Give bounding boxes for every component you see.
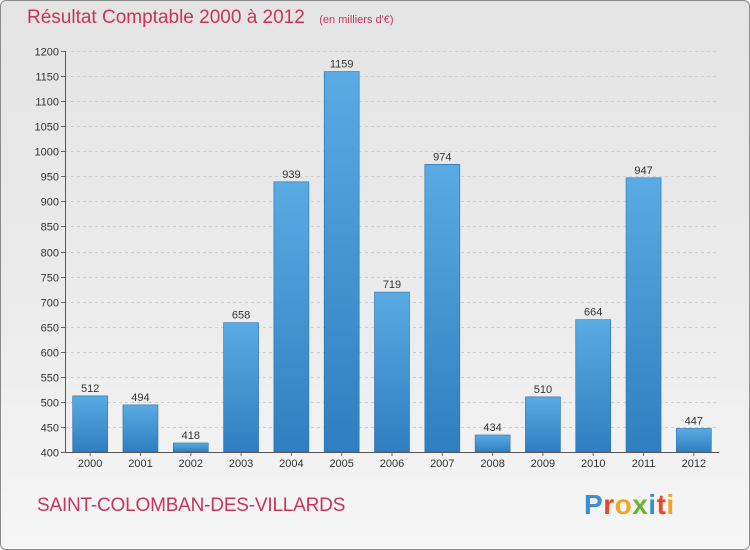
title-row: Résultat Comptable 2000 à 2012 (en milli… bbox=[27, 7, 394, 29]
y-tick-label: 850 bbox=[41, 222, 59, 234]
x-tick-label: 2000 bbox=[78, 458, 102, 470]
y-tick-label: 400 bbox=[41, 448, 59, 460]
bar bbox=[323, 71, 360, 453]
x-tick-label: 2001 bbox=[128, 458, 152, 470]
bar-value-label: 658 bbox=[232, 310, 250, 322]
bar bbox=[474, 434, 511, 453]
y-tick-label: 1100 bbox=[35, 97, 59, 109]
logo-letter: o bbox=[614, 489, 633, 520]
y-tick-label: 800 bbox=[41, 248, 59, 260]
bar bbox=[575, 319, 612, 453]
logo-letter: P bbox=[584, 489, 604, 520]
bar-value-label: 512 bbox=[81, 383, 99, 395]
bar-value-label: 494 bbox=[131, 392, 149, 404]
y-tick-label: 700 bbox=[41, 298, 59, 310]
logo-letter: i bbox=[648, 489, 657, 520]
y-tick-label: 550 bbox=[41, 373, 59, 385]
y-tick-label: 1150 bbox=[35, 72, 59, 84]
bars: 512 494 418 658 939 1159 719 974 434 510 664 947 447 bbox=[72, 59, 712, 453]
y-tick-label: 1200 bbox=[35, 47, 59, 59]
y-tick-label: 1050 bbox=[35, 122, 59, 134]
x-tick-label: 2008 bbox=[480, 458, 504, 470]
y-tick-label: 1000 bbox=[35, 147, 59, 159]
bar bbox=[172, 442, 209, 453]
commune-name: SAINT-COLOMBAN-DES-VILLARDS bbox=[37, 495, 346, 516]
bar bbox=[223, 322, 259, 453]
chart-subtitle: (en milliers d'€) bbox=[319, 14, 394, 26]
bar bbox=[625, 177, 662, 453]
x-tick-label: 2007 bbox=[430, 458, 454, 470]
x-tick-label: 2006 bbox=[380, 458, 404, 470]
logo-letter: i bbox=[666, 489, 675, 520]
bar bbox=[273, 181, 310, 453]
y-tick-label: 500 bbox=[41, 398, 59, 410]
bar-value-label: 447 bbox=[685, 415, 703, 427]
proxiti-logo[interactable]: Proxiti bbox=[584, 489, 675, 521]
bar-value-label: 664 bbox=[584, 307, 602, 319]
x-tick-label: 2002 bbox=[179, 458, 203, 470]
y-tick-label: 900 bbox=[41, 197, 59, 209]
chart-title: Résultat Comptable 2000 à 2012 bbox=[27, 7, 305, 28]
bar-value-label: 434 bbox=[483, 422, 501, 434]
x-tick-label: 2012 bbox=[682, 458, 706, 470]
y-tick-label: 600 bbox=[41, 348, 59, 360]
bar-value-label: 1159 bbox=[330, 59, 354, 71]
x-tick-label: 2003 bbox=[229, 458, 253, 470]
x-tick-label: 2004 bbox=[279, 458, 303, 470]
bar-value-label: 510 bbox=[534, 384, 552, 396]
bar bbox=[374, 291, 410, 453]
bar bbox=[525, 396, 561, 453]
x-tick-label: 2011 bbox=[632, 458, 656, 470]
y-tick-label: 750 bbox=[41, 273, 59, 285]
x-tick-label: 2005 bbox=[329, 458, 353, 470]
y-tick-label: 950 bbox=[41, 172, 59, 184]
axes: 400 450 500 550 600 650 700 750 800 850 900 950 1000… bbox=[35, 47, 719, 470]
bar-value-label: 974 bbox=[433, 151, 451, 163]
logo-letter: r bbox=[603, 489, 615, 520]
logo-letter: t bbox=[656, 489, 667, 520]
x-tick-label: 2009 bbox=[531, 458, 555, 470]
bar bbox=[122, 404, 159, 453]
bar bbox=[72, 395, 108, 453]
bar-value-label: 947 bbox=[634, 165, 652, 177]
bar bbox=[676, 428, 712, 453]
x-tick-label: 2010 bbox=[581, 458, 605, 470]
bar-value-label: 939 bbox=[282, 169, 300, 181]
bar-value-label: 418 bbox=[182, 430, 200, 442]
logo-letter: x bbox=[632, 489, 649, 520]
bar-value-label: 719 bbox=[383, 279, 401, 291]
bar bbox=[424, 163, 461, 453]
y-tick-label: 450 bbox=[41, 423, 59, 435]
y-tick-label: 650 bbox=[41, 323, 59, 335]
